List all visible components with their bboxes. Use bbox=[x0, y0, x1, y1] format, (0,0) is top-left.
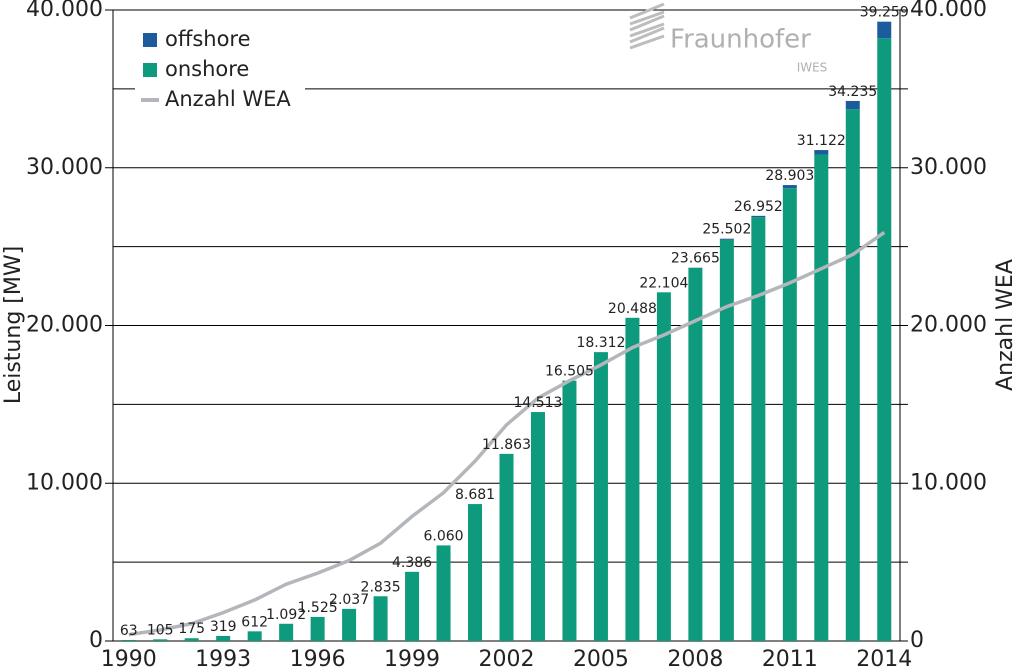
logo-stripe bbox=[629, 22, 665, 38]
bar bbox=[782, 185, 797, 189]
bar bbox=[405, 571, 420, 641]
data-label: 25.502 bbox=[702, 222, 751, 238]
legend-swatch bbox=[143, 63, 157, 77]
logo-unit: IWES bbox=[797, 61, 828, 75]
logo: Fraunhofer IWES bbox=[629, 2, 828, 75]
bar bbox=[877, 21, 892, 39]
bar bbox=[719, 239, 734, 642]
legend-label: offshore bbox=[165, 27, 251, 51]
data-label: 20.488 bbox=[608, 301, 657, 317]
bar bbox=[845, 109, 860, 641]
data-label: 18.312 bbox=[576, 335, 625, 351]
bar bbox=[625, 317, 640, 641]
data-label: 8.681 bbox=[455, 487, 495, 503]
y2-tick-label: 30.000 bbox=[910, 155, 987, 180]
data-label: 175 bbox=[178, 621, 205, 637]
data-label: 105 bbox=[147, 622, 174, 638]
logo-name: Fraunhofer bbox=[670, 25, 811, 55]
bar bbox=[593, 352, 608, 641]
x-tick-label: 1993 bbox=[195, 647, 251, 669]
y2-tick-label: 40.000 bbox=[910, 0, 987, 22]
bar bbox=[845, 100, 860, 110]
legend-label: Anzahl WEA bbox=[165, 87, 291, 111]
data-label: 63 bbox=[120, 623, 138, 639]
data-label: 6.060 bbox=[423, 528, 463, 544]
data-label: 34.235 bbox=[828, 84, 877, 100]
bar bbox=[719, 238, 734, 240]
y-tick-label: 10.000 bbox=[26, 470, 103, 495]
y2-tick-label: 10.000 bbox=[910, 470, 987, 495]
x-tick-label: 1999 bbox=[384, 647, 440, 669]
logo-stripe bbox=[629, 10, 665, 26]
bar bbox=[751, 217, 766, 642]
data-label: 4.386 bbox=[392, 555, 432, 571]
bar bbox=[814, 154, 829, 641]
logo-stripe bbox=[629, 14, 665, 32]
x-tick-label: 2008 bbox=[667, 647, 723, 669]
data-label: 14.513 bbox=[513, 395, 562, 411]
legend: offshore onshore Anzahl WEA bbox=[135, 26, 305, 118]
data-label: 28.903 bbox=[765, 168, 814, 184]
y2-tick-label: 20.000 bbox=[910, 313, 987, 338]
y-tick-label: 20.000 bbox=[26, 313, 103, 338]
bar bbox=[468, 504, 483, 641]
bar bbox=[530, 412, 545, 641]
x-tick-label: 2002 bbox=[479, 647, 535, 669]
bar bbox=[342, 608, 357, 641]
line-series bbox=[128, 230, 886, 637]
bar bbox=[499, 453, 514, 641]
data-label: 11.863 bbox=[482, 437, 531, 453]
data-label: 2.037 bbox=[329, 592, 369, 608]
bar bbox=[562, 380, 577, 641]
bar bbox=[436, 545, 451, 641]
y-tick-label: 30.000 bbox=[26, 155, 103, 180]
y-tick-label: 0 bbox=[89, 628, 103, 653]
bar bbox=[279, 623, 294, 641]
bar bbox=[121, 640, 136, 641]
legend-label: onshore bbox=[165, 57, 249, 81]
y2-tick-label: 0 bbox=[910, 628, 924, 653]
data-label: 26.952 bbox=[734, 199, 783, 215]
bar bbox=[247, 631, 262, 641]
logo-stripe bbox=[629, 2, 665, 20]
x-tick-label: 2005 bbox=[573, 647, 629, 669]
x-tick-label: 2014 bbox=[856, 647, 912, 669]
data-label: 1.525 bbox=[298, 600, 338, 616]
bar bbox=[310, 616, 325, 641]
bar bbox=[814, 150, 829, 155]
y-tick-label: 40.000 bbox=[26, 0, 103, 22]
bar bbox=[216, 635, 231, 641]
data-label: 23.665 bbox=[671, 251, 720, 267]
data-label: 1.092 bbox=[266, 607, 306, 623]
y2-axis-label: Anzahl WEA bbox=[993, 259, 1017, 391]
bar bbox=[153, 639, 168, 641]
y-axis-label: Leistung [MW] bbox=[1, 246, 26, 404]
bar bbox=[688, 267, 703, 641]
bar bbox=[751, 215, 766, 218]
bar bbox=[877, 38, 892, 641]
legend-box bbox=[135, 26, 305, 118]
x-tick-label: 1990 bbox=[101, 647, 157, 669]
bar bbox=[184, 638, 199, 641]
data-label: 319 bbox=[210, 619, 237, 635]
legend-swatch bbox=[143, 33, 157, 47]
bar bbox=[373, 596, 388, 641]
data-label: 2.835 bbox=[361, 579, 401, 595]
logo-stripe bbox=[629, 26, 665, 44]
bar bbox=[656, 292, 671, 641]
bar bbox=[782, 188, 797, 641]
data-label: 612 bbox=[241, 614, 268, 630]
logo-stripe bbox=[629, 34, 665, 50]
data-label: 31.122 bbox=[797, 133, 846, 149]
x-tick-label: 2011 bbox=[762, 647, 818, 669]
data-label: 39.259 bbox=[860, 5, 909, 21]
data-label: 22.104 bbox=[639, 275, 688, 291]
x-tick-label: 1996 bbox=[290, 647, 346, 669]
data-label: 16.505 bbox=[545, 364, 594, 380]
